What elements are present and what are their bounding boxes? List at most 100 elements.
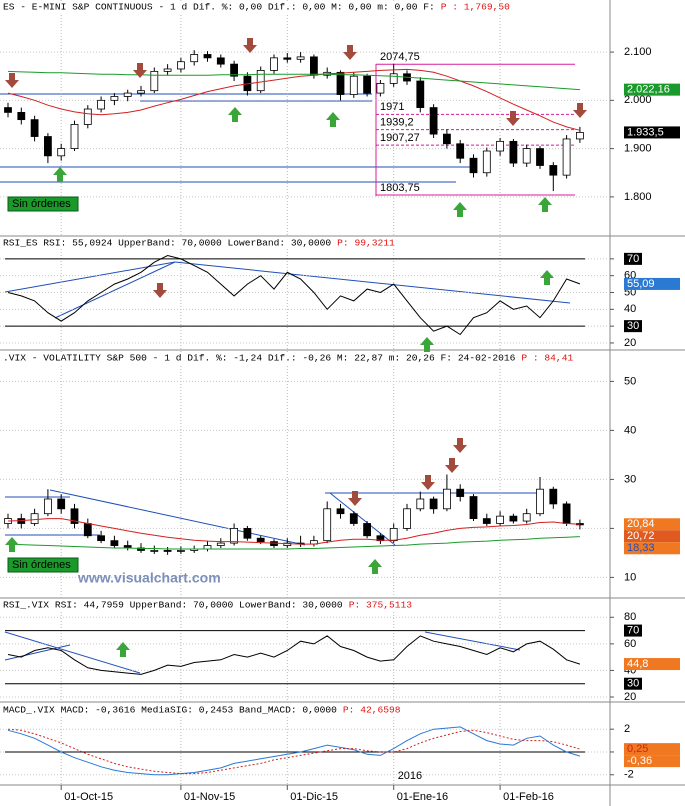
x-tick-label: 01-Dic-15 — [290, 791, 338, 803]
candle-body — [403, 508, 411, 529]
level-label: 1939,2 — [380, 117, 414, 129]
panel-title-price: P : 1,769,50 — [441, 2, 510, 13]
candle-body — [336, 71, 345, 95]
y-tick-label: 1.900 — [624, 143, 652, 155]
series-line — [7, 635, 581, 675]
y-tick-label: 60 — [624, 638, 636, 650]
candle-body — [323, 508, 332, 542]
header-bg — [0, 599, 419, 611]
sell-arrow — [153, 283, 167, 298]
candle-body — [456, 143, 465, 159]
candle-body — [230, 63, 239, 77]
y-tick-label: 20 — [624, 337, 636, 349]
candle-body — [296, 56, 305, 60]
value-badge — [624, 83, 680, 96]
candle-body — [110, 96, 119, 101]
candle-body — [349, 75, 358, 95]
sell-arrow — [573, 103, 587, 118]
candle-body — [44, 498, 52, 515]
candle-body — [509, 140, 518, 164]
candle-body — [442, 488, 451, 510]
y-tick-label: 2.000 — [624, 94, 652, 106]
candle-body — [309, 56, 318, 76]
panel-title: RSI_ES RSI: 55,0924 UpperBand: 70,0000 L… — [3, 238, 331, 249]
candle-body — [522, 148, 531, 164]
y-tick-label: 10 — [624, 571, 636, 583]
level-label: 2074,75 — [380, 51, 420, 63]
sell-arrow — [243, 38, 257, 53]
y-tick-label: 50 — [624, 375, 636, 387]
candle-body — [509, 515, 518, 522]
candle-body — [163, 550, 172, 552]
band-badge — [624, 677, 642, 690]
level-label: 1971 — [380, 101, 404, 113]
sell-arrow — [5, 73, 19, 88]
candle-body — [389, 73, 398, 84]
trend-line — [54, 261, 176, 319]
value-badge — [624, 743, 680, 756]
value-badge — [624, 277, 680, 290]
panel-title: ES - E-MINI S&P CONTINUOUS - 1 d Dif. %:… — [3, 2, 435, 13]
candle-body — [549, 488, 558, 505]
candle-body — [469, 496, 478, 519]
value-badge-label: -0,36 — [627, 755, 652, 767]
panel-title: RSI_.VIX RSI: 44,7959 UpperBand: 70,0000… — [3, 600, 343, 611]
candle-body — [363, 523, 372, 537]
candle-body — [203, 54, 212, 59]
trend-line — [4, 261, 176, 293]
candle-body — [97, 99, 105, 110]
candle-body — [442, 133, 451, 145]
candle-body — [336, 508, 345, 515]
candle-body — [456, 488, 465, 497]
y-tick-label: 20 — [624, 691, 636, 703]
candle-body — [416, 498, 425, 510]
candle-body — [243, 528, 252, 539]
candle-body — [482, 150, 491, 174]
value-badge-label: 2.022,16 — [627, 84, 670, 96]
buy-arrow — [540, 270, 554, 285]
candle-body — [70, 508, 79, 524]
candle-body — [190, 54, 199, 63]
buy-arrow — [116, 642, 130, 657]
watermark: www.visualchart.com — [77, 570, 221, 586]
panel-title-price: P: 375,5113 — [349, 600, 413, 611]
sell-arrow — [133, 63, 147, 78]
candle-body — [536, 148, 544, 166]
buy-arrow — [420, 337, 434, 352]
value-badge — [624, 542, 680, 555]
y-tick-label: 1.800 — [624, 191, 652, 203]
candle-body — [482, 518, 491, 524]
orders-label: Sin órdenes — [12, 559, 71, 571]
y-tick-label: 2 — [624, 723, 630, 735]
candle-body — [4, 107, 12, 113]
candle-body — [70, 124, 79, 149]
candle-body — [496, 515, 505, 524]
candle-body — [363, 75, 372, 94]
candle-body — [163, 68, 172, 72]
value-badge — [624, 658, 680, 671]
candle-body — [230, 528, 239, 544]
candle-body — [110, 540, 119, 546]
candle-body — [150, 550, 159, 552]
trend-line — [4, 631, 141, 674]
series-line — [7, 726, 581, 776]
y-tick-label: 40 — [624, 303, 636, 315]
candle-body — [562, 138, 571, 176]
x-tick-label: 01-Nov-15 — [184, 791, 235, 803]
sell-arrow — [343, 45, 357, 60]
panel-title: .VIX - VOLATILITY S&P 500 - 1 d Dif. %: … — [3, 353, 516, 364]
header-bg — [0, 1, 516, 13]
candle-body — [30, 119, 39, 137]
candle-body — [256, 537, 265, 543]
header-bg — [0, 352, 580, 364]
candle-body — [123, 92, 132, 97]
band-badge — [624, 320, 642, 333]
value-badge-label: 20,84 — [627, 518, 655, 530]
year-label: 2016 — [398, 770, 422, 782]
value-badge — [624, 755, 680, 768]
panel-title-price: P : 84,41 — [521, 353, 573, 364]
